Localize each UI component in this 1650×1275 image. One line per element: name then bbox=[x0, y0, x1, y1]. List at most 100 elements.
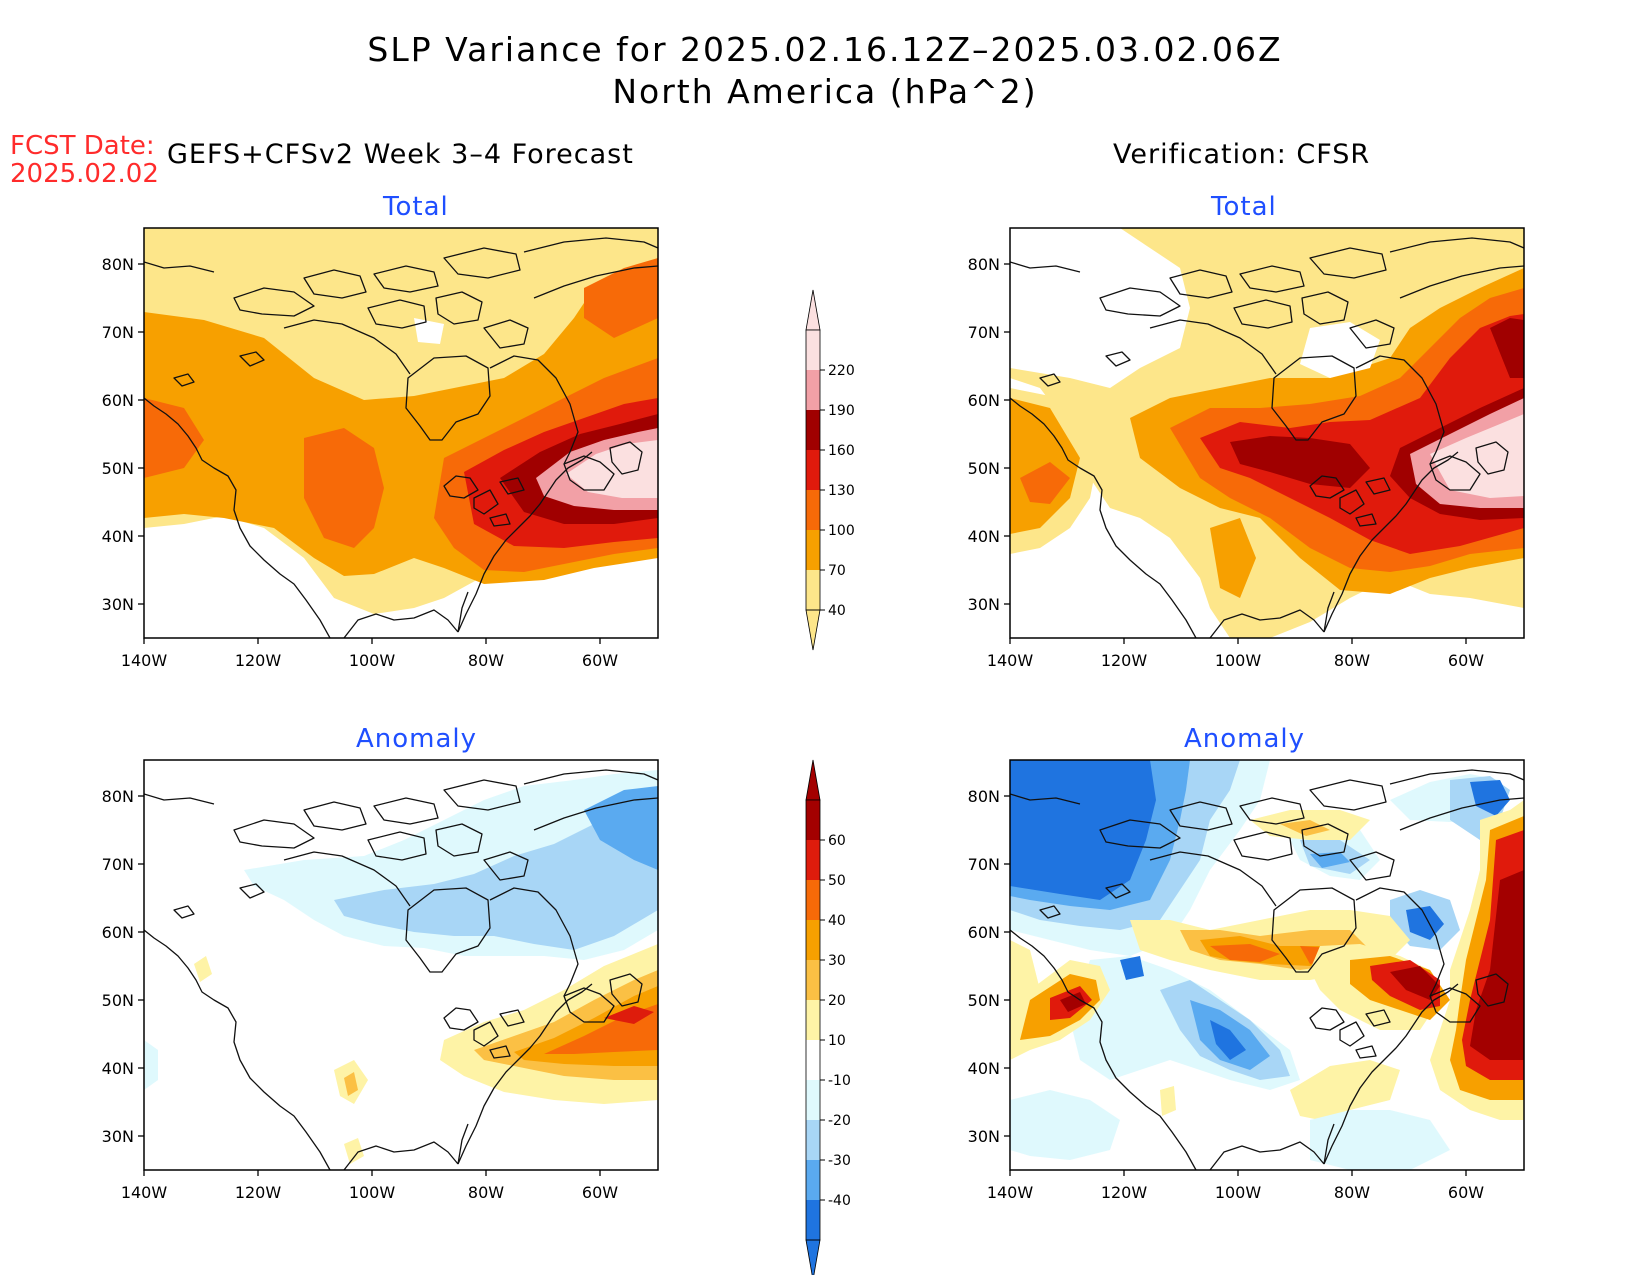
colorbar-label: -20 bbox=[828, 1113, 851, 1129]
fcst-date-label: FCST Date: bbox=[10, 131, 155, 161]
colorbar-label: -10 bbox=[828, 1073, 851, 1089]
lon-label: 60W bbox=[1448, 651, 1484, 670]
colorbar-anomaly: 60 50 40 30 20 10 -10 -20 -30 -40 bbox=[805, 759, 851, 1275]
lon-label: 60W bbox=[582, 1183, 618, 1202]
colorbar-swatch bbox=[806, 1120, 820, 1160]
forecast-header: GEFS+CFSv2 Week 3–4 Forecast bbox=[167, 139, 634, 170]
axes-layer: 140W 120W 100W 80W 60W 80N 70N 60N 50N 40N 30N 140W… bbox=[102, 255, 1485, 1202]
lon-label: 140W bbox=[121, 651, 168, 670]
lat-label: 60N bbox=[968, 923, 1000, 942]
main-subtitle: North America (hPa^2) bbox=[612, 72, 1038, 111]
colorbar-swatch bbox=[806, 490, 820, 530]
lon-label: 80W bbox=[468, 1183, 504, 1202]
colorbar-swatch bbox=[806, 960, 820, 1000]
colorbar-top-arrow bbox=[805, 759, 821, 801]
colorbar-label: -30 bbox=[828, 1153, 851, 1169]
lat-label: 80N bbox=[102, 787, 134, 806]
lon-label: 120W bbox=[1101, 1183, 1148, 1202]
lon-label: 140W bbox=[987, 1183, 1034, 1202]
lat-label: 40N bbox=[968, 1059, 1000, 1078]
colorbar-swatch bbox=[806, 800, 820, 840]
lat-label: 30N bbox=[102, 1127, 134, 1146]
verification-total-map bbox=[1009, 227, 1525, 639]
lon-label: 140W bbox=[987, 651, 1034, 670]
lon-label: 100W bbox=[349, 651, 396, 670]
colorbar-label: 40 bbox=[828, 913, 846, 929]
colorbar-label: 190 bbox=[828, 403, 855, 419]
lat-label: 80N bbox=[968, 255, 1000, 274]
forecast-anomaly-title: Anomaly bbox=[356, 724, 478, 754]
lat-label: 70N bbox=[968, 323, 1000, 342]
lat-label: 50N bbox=[968, 991, 1000, 1010]
lat-label: 60N bbox=[102, 923, 134, 942]
lat-label: 60N bbox=[102, 391, 134, 410]
colorbar-label: 60 bbox=[828, 833, 846, 849]
lat-label: 80N bbox=[102, 255, 134, 274]
verification-anomaly-map bbox=[1009, 759, 1525, 1171]
lon-label: 100W bbox=[349, 1183, 396, 1202]
lat-label: 50N bbox=[102, 991, 134, 1010]
colorbar-top-arrow bbox=[805, 289, 821, 331]
lat-label: 30N bbox=[968, 595, 1000, 614]
lon-label: 80W bbox=[1334, 651, 1370, 670]
lat-label: 80N bbox=[968, 787, 1000, 806]
colorbar-swatch bbox=[806, 1000, 820, 1040]
verification-anomaly-title: Anomaly bbox=[1184, 724, 1306, 754]
lon-label: 140W bbox=[121, 1183, 168, 1202]
lat-label: 70N bbox=[102, 323, 134, 342]
lat-label: 40N bbox=[102, 1059, 134, 1078]
colorbar-frame bbox=[805, 329, 821, 611]
colorbar-label: 220 bbox=[828, 363, 855, 379]
colorbar-swatch bbox=[806, 570, 820, 610]
lon-label: 120W bbox=[1101, 651, 1148, 670]
lat-label: 40N bbox=[968, 527, 1000, 546]
colorbar-swatch bbox=[806, 450, 820, 490]
colorbar-bottom-arrow bbox=[805, 1239, 821, 1275]
colorbar-label: 100 bbox=[828, 523, 855, 539]
lat-label: 70N bbox=[968, 855, 1000, 874]
colorbar-label: 10 bbox=[828, 1033, 846, 1049]
lon-label: 120W bbox=[235, 1183, 282, 1202]
lat-label: 40N bbox=[102, 527, 134, 546]
colorbar-swatch bbox=[806, 410, 820, 450]
verification-header: Verification: CFSR bbox=[1113, 139, 1371, 170]
forecast-anomaly-map bbox=[143, 759, 659, 1171]
forecast-total-title: Total bbox=[383, 192, 449, 222]
lon-label: 80W bbox=[1334, 1183, 1370, 1202]
lat-label: 70N bbox=[102, 855, 134, 874]
lon-label: 100W bbox=[1215, 1183, 1262, 1202]
colorbar-label: 130 bbox=[828, 483, 855, 499]
colorbar-label: -40 bbox=[828, 1193, 851, 1209]
colorbar-swatch bbox=[806, 330, 820, 370]
colorbar-swatch bbox=[806, 920, 820, 960]
colorbar-swatch bbox=[806, 1200, 820, 1240]
colorbar-label: 70 bbox=[828, 563, 846, 579]
lon-label: 100W bbox=[1215, 651, 1262, 670]
colorbar-swatch bbox=[806, 530, 820, 570]
contour-220 bbox=[566, 440, 658, 498]
colorbar-swatch bbox=[806, 370, 820, 410]
colorbar-swatch bbox=[806, 880, 820, 920]
colorbar-total: 220 190 160 130 100 70 40 bbox=[805, 289, 855, 651]
colorbar-label: 30 bbox=[828, 953, 846, 969]
colorbar-swatch bbox=[806, 1040, 820, 1080]
colorbar-label: 40 bbox=[828, 603, 846, 619]
main-title: SLP Variance for 2025.02.16.12Z–2025.03.… bbox=[367, 30, 1283, 69]
colorbar-bottom-arrow bbox=[805, 609, 821, 651]
colorbar-label: 50 bbox=[828, 873, 846, 889]
lat-label: 60N bbox=[968, 391, 1000, 410]
lon-label: 60W bbox=[582, 651, 618, 670]
lat-label: 50N bbox=[102, 459, 134, 478]
lat-label: 50N bbox=[968, 459, 1000, 478]
verification-total-title: Total bbox=[1211, 192, 1277, 222]
fcst-date-value: 2025.02.02 bbox=[10, 159, 159, 189]
colorbar-label: 20 bbox=[828, 993, 846, 1009]
lon-label: 60W bbox=[1448, 1183, 1484, 1202]
lon-label: 120W bbox=[235, 651, 282, 670]
colorbar-frame bbox=[805, 799, 821, 1241]
colorbar-swatch bbox=[806, 840, 820, 880]
lat-label: 30N bbox=[968, 1127, 1000, 1146]
lon-label: 80W bbox=[468, 651, 504, 670]
colorbar-swatch bbox=[806, 1080, 820, 1120]
